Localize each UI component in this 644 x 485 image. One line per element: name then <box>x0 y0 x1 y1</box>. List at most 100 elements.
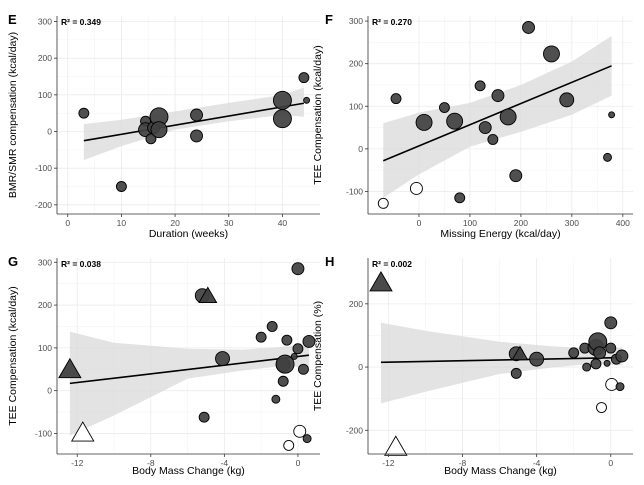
data-point <box>115 181 127 192</box>
panel-letter: E <box>8 12 17 27</box>
data-point <box>78 107 90 119</box>
data-point <box>559 92 575 108</box>
data-point <box>529 351 545 367</box>
x-tick-label: 400 <box>616 218 630 228</box>
panel-letter: F <box>325 12 333 27</box>
x-tick-label: -4 <box>533 458 541 468</box>
data-point-triangle <box>198 286 218 304</box>
data-point-triangle <box>58 357 82 379</box>
data-point <box>409 182 423 195</box>
data-point-triangle <box>511 345 529 361</box>
x-tick-label: 200 <box>514 218 528 228</box>
data-point <box>302 434 312 444</box>
y-axis-label: BMR/SMR compensation (kcal/day) <box>7 32 19 198</box>
y-tick-label: 200 <box>349 299 363 309</box>
data-point <box>281 334 293 346</box>
y-tick-label: -200 <box>346 425 363 435</box>
confidence-band <box>383 36 612 198</box>
x-axis-label: Duration (weeks) <box>149 228 228 240</box>
x-axis-label: Body Mass Change (kg) <box>132 465 245 477</box>
panel-letter: G <box>8 254 18 269</box>
data-point <box>198 411 210 423</box>
data-point <box>543 45 560 63</box>
r-squared-label: R² = 0.349 <box>61 17 101 27</box>
data-point <box>605 378 619 391</box>
data-point <box>215 351 230 367</box>
data-point <box>415 114 433 131</box>
y-tick-label: 300 <box>38 17 52 27</box>
panel-f: 0 100 200 300 400 -100 0 100 200 300 F R² = 0.270 Mi… <box>312 12 633 240</box>
data-point <box>190 108 204 122</box>
x-tick-label: -12 <box>71 458 84 468</box>
data-point <box>150 121 168 139</box>
y-axis-label: TEE Compensation (%) <box>312 301 324 411</box>
data-point <box>297 363 309 375</box>
x-tick-label: 0 <box>608 458 613 468</box>
data-point <box>568 347 580 359</box>
y-axis-label: TEE Compensation (kcal/day) <box>7 286 19 425</box>
y-tick-label: 0 <box>358 362 363 372</box>
data-point <box>303 96 311 104</box>
data-point <box>604 316 618 330</box>
x-tick-label: 40 <box>278 218 288 228</box>
x-tick-label: 30 <box>224 218 234 228</box>
data-point <box>438 102 450 113</box>
data-point-triangle <box>369 270 393 292</box>
data-point <box>145 133 157 145</box>
y-tick-label: 100 <box>38 343 52 353</box>
panel-g: -12 -8 -4 0 -100 0 100 200 300 G R² = 0.038 Body Ma… <box>7 254 320 477</box>
data-point <box>271 394 281 404</box>
data-point <box>608 111 616 119</box>
data-point <box>478 121 492 135</box>
y-tick-label: -200 <box>35 200 52 210</box>
x-tick-label: 20 <box>170 218 180 228</box>
data-point <box>487 134 499 145</box>
data-point <box>582 362 592 372</box>
data-point <box>283 439 295 451</box>
confidence-band <box>69 331 309 436</box>
x-tick-label: 0 <box>417 218 422 228</box>
data-point <box>266 321 278 332</box>
y-tick-label: -100 <box>346 186 363 196</box>
data-point <box>615 382 625 392</box>
y-tick-label: 0 <box>47 386 52 396</box>
x-tick-label: 0 <box>65 218 70 228</box>
data-point <box>277 375 289 387</box>
data-point <box>510 367 522 379</box>
panel-e: 0 10 20 30 40 -200 -100 0 100 200 300 E R² = 0.349 Du… <box>7 12 320 240</box>
y-tick-label: -100 <box>35 428 52 438</box>
regression-line <box>380 356 622 364</box>
data-point <box>454 192 466 204</box>
x-tick-label: 100 <box>463 218 477 228</box>
x-tick-label: -4 <box>221 458 229 468</box>
data-point <box>291 262 305 276</box>
regression-line <box>69 354 310 385</box>
data-point <box>390 93 402 105</box>
data-point <box>603 152 612 162</box>
data-point <box>272 90 292 110</box>
x-tick-label: 10 <box>117 218 127 228</box>
regression-line <box>83 102 305 142</box>
x-axis-label: Body Mass Change (kg) <box>444 465 557 477</box>
data-point <box>446 112 464 130</box>
y-tick-label: 0 <box>47 127 52 137</box>
data-point <box>292 343 304 355</box>
x-tick-label: 0 <box>296 458 301 468</box>
r-squared-label: R² = 0.002 <box>372 259 412 269</box>
y-tick-label: 100 <box>349 101 363 111</box>
data-point <box>593 346 607 360</box>
data-point <box>522 21 535 34</box>
data-point <box>190 129 204 143</box>
data-point <box>293 424 307 438</box>
confidence-band <box>83 87 304 161</box>
y-axis-label: TEE Compensation (kcal/day) <box>312 45 324 184</box>
data-point <box>499 108 517 126</box>
r-squared-label: R² = 0.038 <box>61 259 101 269</box>
data-point <box>255 331 267 343</box>
y-tick-label: -100 <box>35 163 52 173</box>
x-tick-label: -8 <box>147 458 155 468</box>
confidence-band <box>380 322 622 404</box>
y-tick-label: 100 <box>38 90 52 100</box>
panel-letter: H <box>325 254 334 269</box>
